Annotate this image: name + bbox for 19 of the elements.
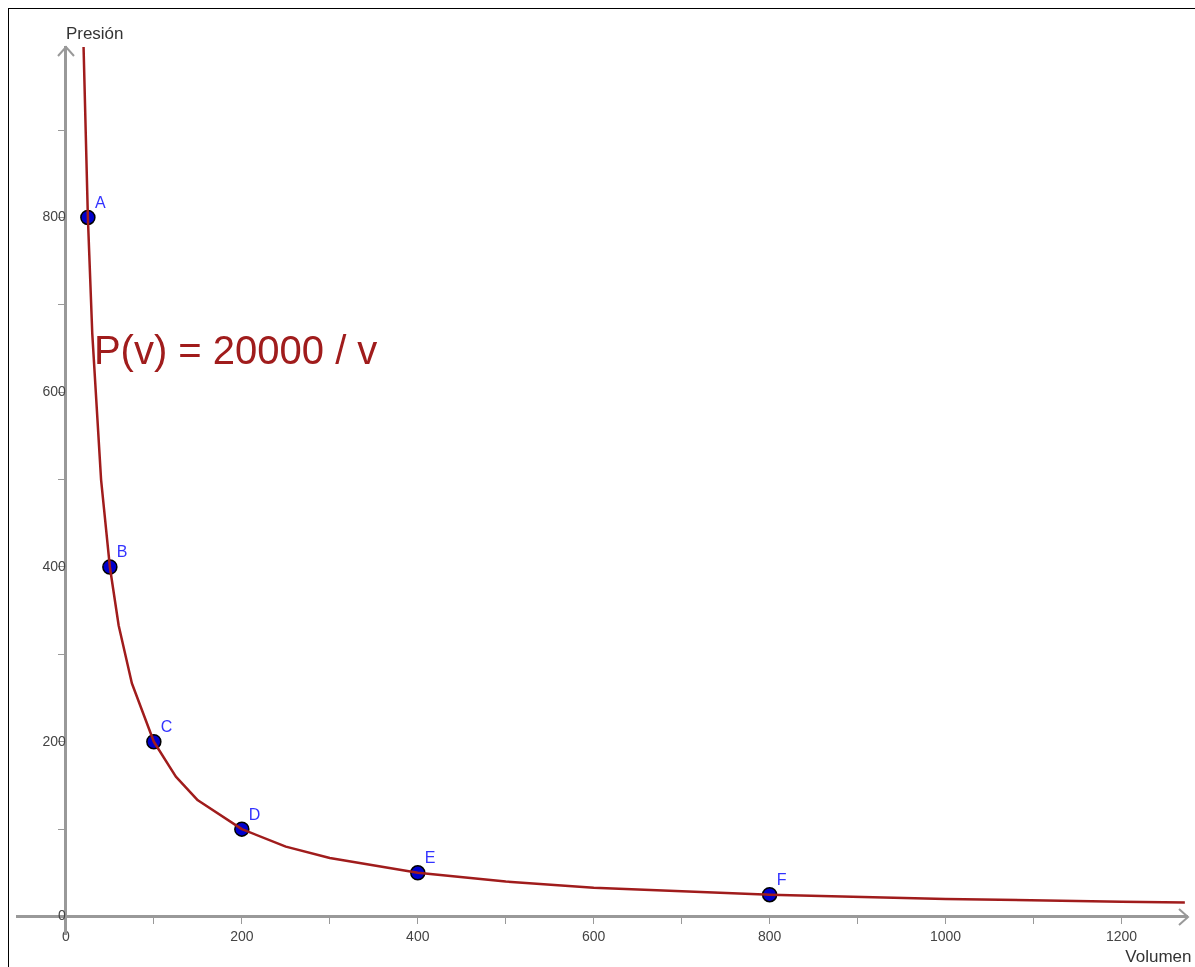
y-tick-label: 600: [42, 383, 67, 400]
annotation: P(v) = 20000 / v: [93, 327, 378, 372]
x-tick-label: 400: [406, 927, 430, 944]
annotation: D: [248, 805, 261, 823]
y-tick-label: 200: [42, 732, 67, 749]
x-tick-label: 1200: [1105, 927, 1138, 944]
annotation: A: [94, 193, 106, 211]
y-tick-label: 800: [42, 208, 67, 225]
annotation: B: [116, 543, 128, 561]
y-tick-label: 400: [42, 557, 67, 574]
x-tick-label: 800: [757, 927, 782, 944]
annotation: F: [776, 871, 787, 889]
annotation: C: [160, 718, 173, 736]
y-axis-title: Presión: [65, 24, 124, 44]
annotation: E: [424, 849, 436, 867]
x-tick-label: 1000: [930, 927, 962, 944]
x-tick-label: 600: [582, 927, 606, 944]
x-tick-label: 200: [230, 927, 254, 944]
x-axis-title: Volumen: [1125, 947, 1192, 967]
